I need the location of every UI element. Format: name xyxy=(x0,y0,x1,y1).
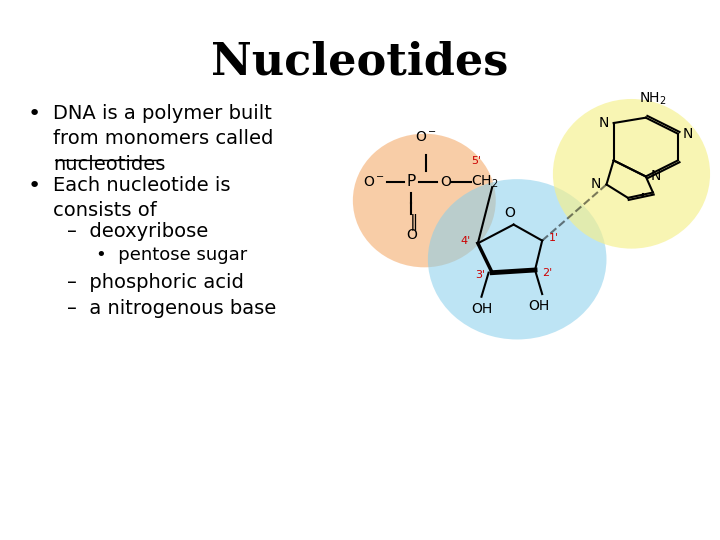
Text: OH: OH xyxy=(528,299,549,313)
Text: NH$_2$: NH$_2$ xyxy=(639,91,667,107)
Ellipse shape xyxy=(353,134,496,267)
Ellipse shape xyxy=(428,179,606,340)
Text: 3': 3' xyxy=(475,271,485,280)
Text: •: • xyxy=(28,104,41,124)
Text: OH: OH xyxy=(471,302,492,316)
Text: •: • xyxy=(28,177,41,197)
Text: –  a nitrogenous base: – a nitrogenous base xyxy=(67,299,276,319)
Text: $\parallel$: $\parallel$ xyxy=(406,212,417,233)
Text: 5': 5' xyxy=(471,156,481,166)
Text: N: N xyxy=(683,127,693,141)
Text: 4': 4' xyxy=(461,235,471,246)
Text: N: N xyxy=(651,170,661,184)
Text: Nucleotides: Nucleotides xyxy=(211,40,509,83)
Text: –  phosphoric acid: – phosphoric acid xyxy=(67,273,244,292)
Text: N: N xyxy=(591,178,601,192)
Text: Each nucleotide is
consists of: Each nucleotide is consists of xyxy=(53,177,230,220)
Text: CH$_2$: CH$_2$ xyxy=(471,174,498,190)
Text: DNA is a polymer built
from monomers called: DNA is a polymer built from monomers cal… xyxy=(53,104,273,148)
Text: 2': 2' xyxy=(542,268,552,278)
Text: –  deoxyribose: – deoxyribose xyxy=(67,222,208,241)
Text: P: P xyxy=(407,174,416,190)
Text: O$^-$: O$^-$ xyxy=(415,130,437,144)
Ellipse shape xyxy=(553,99,710,248)
Text: O: O xyxy=(505,206,516,220)
Text: N: N xyxy=(598,116,608,130)
Text: nucleotides: nucleotides xyxy=(53,155,165,174)
Text: O: O xyxy=(440,175,451,189)
Text: 1': 1' xyxy=(549,233,559,243)
Text: •  pentose sugar: • pentose sugar xyxy=(96,246,247,264)
Text: O: O xyxy=(406,228,417,242)
Text: O$^-$: O$^-$ xyxy=(363,175,385,189)
